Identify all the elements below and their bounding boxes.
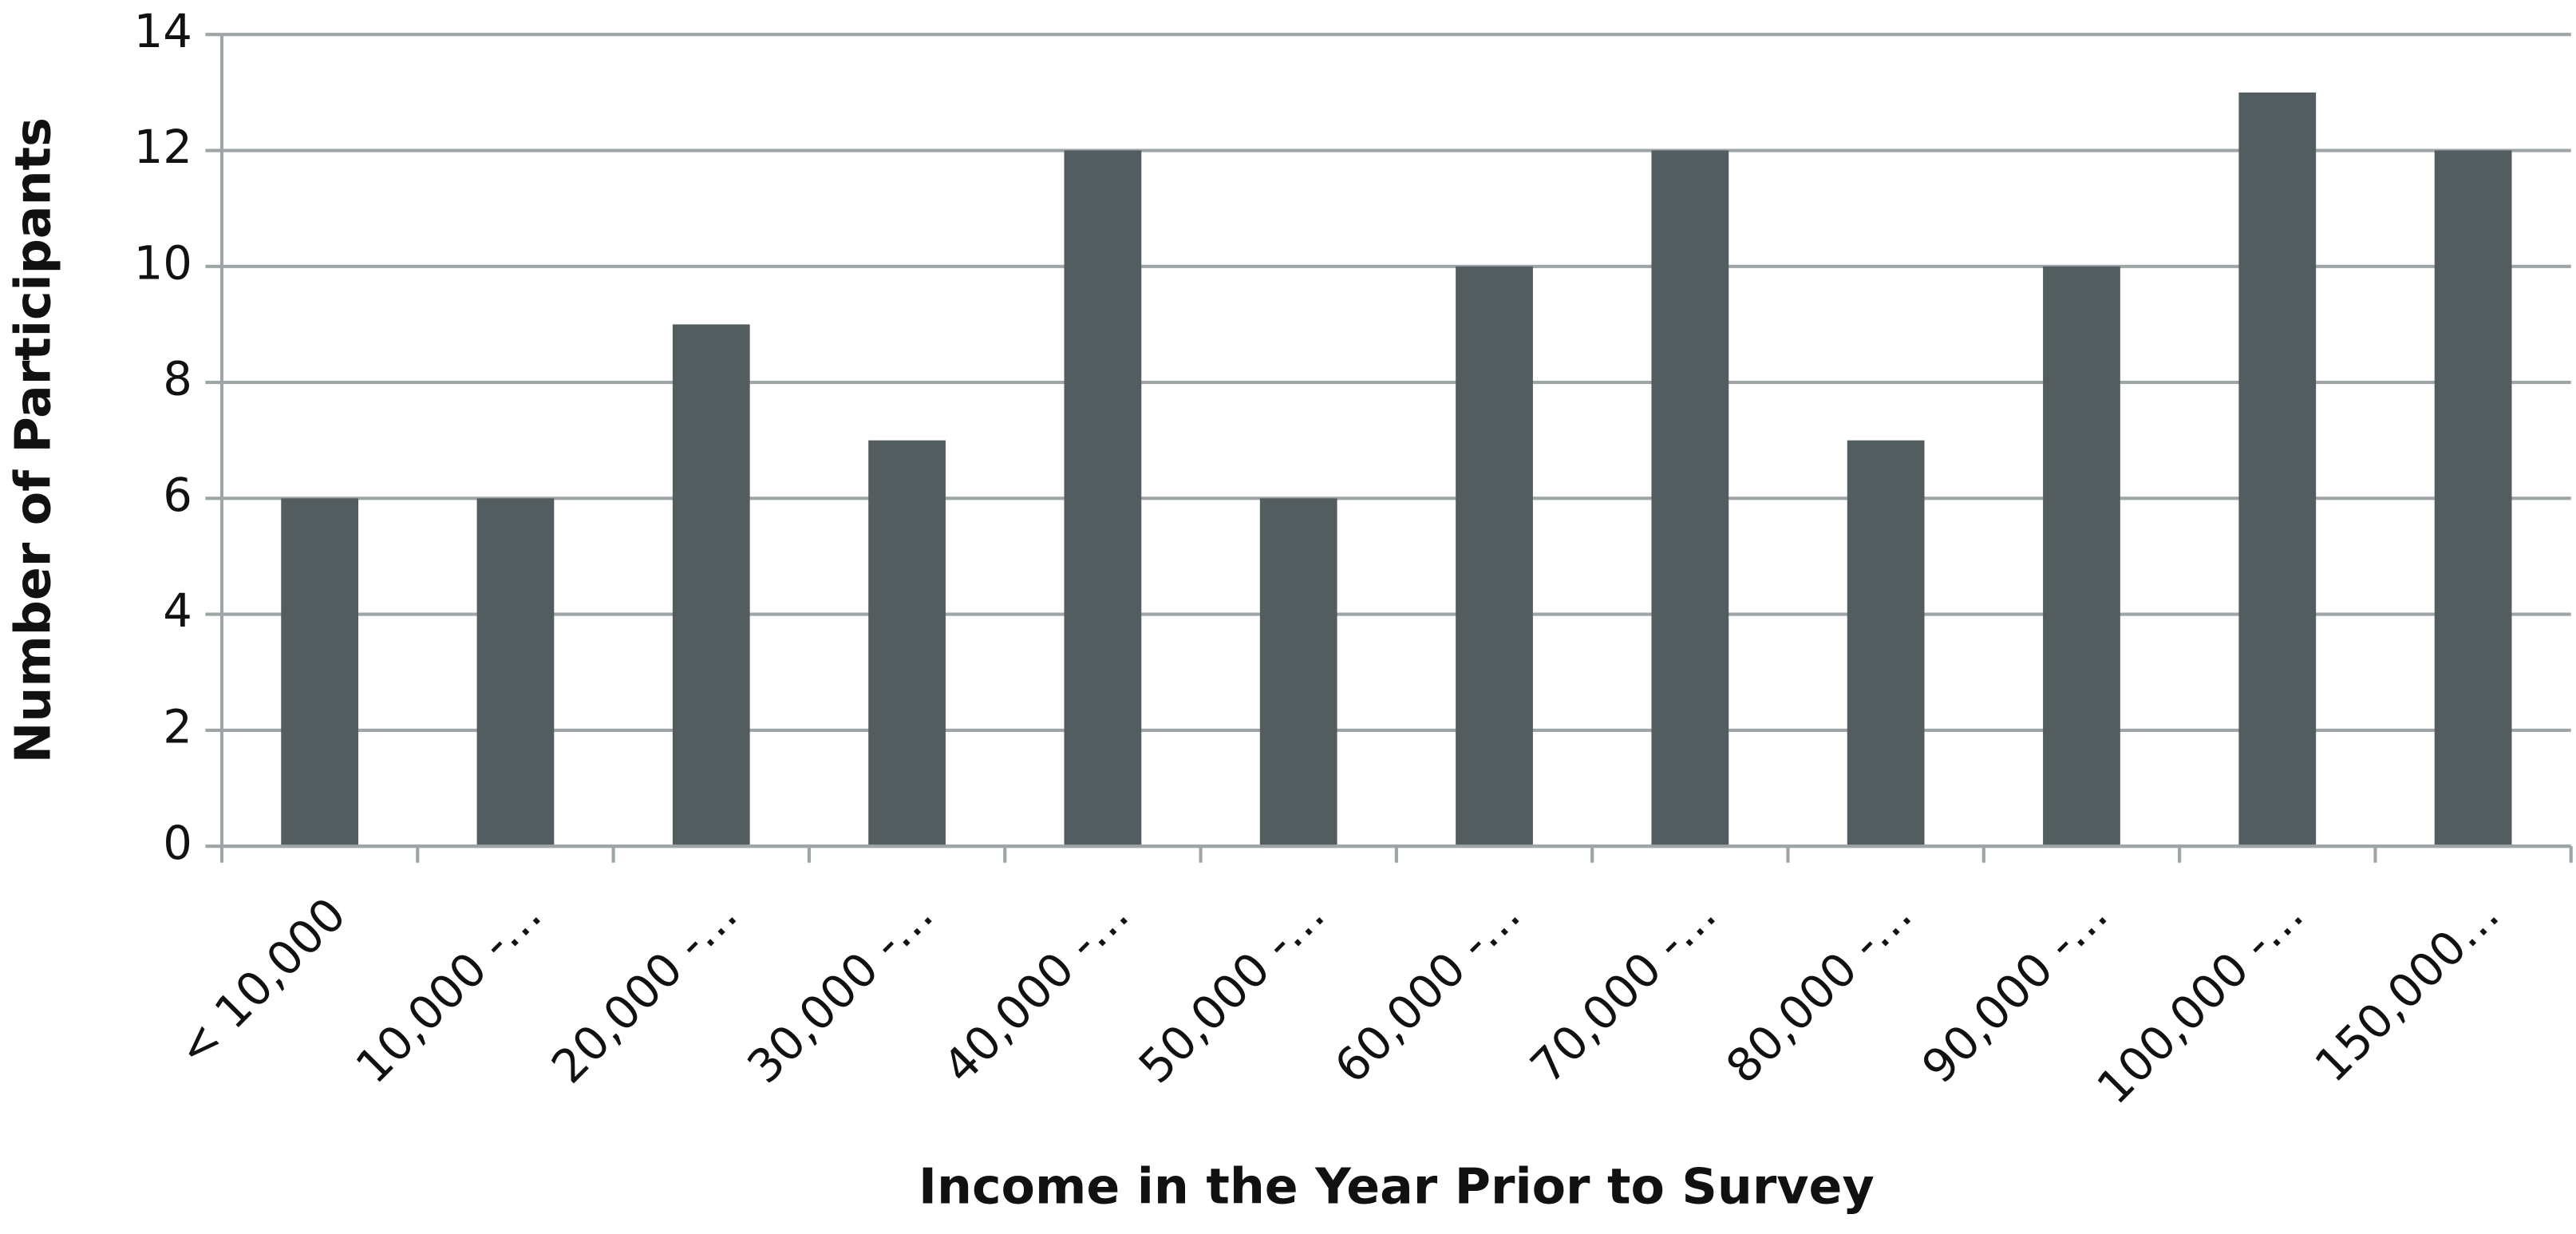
bar bbox=[2238, 92, 2317, 847]
y-tick-label: 10 bbox=[134, 235, 192, 290]
y-tick-label: 2 bbox=[163, 700, 192, 754]
bar bbox=[672, 324, 750, 847]
bar bbox=[1847, 440, 1925, 847]
bar bbox=[1064, 150, 1142, 847]
bar bbox=[2434, 150, 2512, 847]
y-axis-title: Number of Participants bbox=[4, 117, 61, 763]
y-tick-label: 6 bbox=[163, 468, 192, 522]
x-tick-label: 40,000 -… bbox=[932, 887, 1139, 1094]
x-tick-label: 100,000 -… bbox=[2086, 887, 2313, 1114]
bar bbox=[1456, 266, 1533, 847]
x-tick-label: < 10,000 bbox=[167, 887, 357, 1077]
x-tick-label: 90,000 -… bbox=[1911, 887, 2118, 1094]
bar bbox=[476, 498, 555, 847]
bar bbox=[2043, 266, 2120, 847]
x-tick-label: 30,000 -… bbox=[737, 887, 943, 1094]
x-tick-label: 20,000 -… bbox=[541, 887, 748, 1094]
bar bbox=[1651, 150, 1729, 847]
y-tick-label: 8 bbox=[163, 352, 192, 406]
x-tick-label: 80,000 -… bbox=[1716, 887, 1922, 1094]
bar bbox=[1259, 498, 1337, 847]
x-tick-label: 70,000 -… bbox=[1519, 887, 1726, 1094]
y-tick-label: 4 bbox=[163, 583, 192, 638]
x-tick-label: 60,000 -… bbox=[1324, 887, 1531, 1094]
x-axis-title: Income in the Year Prior to Survey bbox=[919, 1158, 1875, 1216]
x-tick-label: 50,000 -… bbox=[1128, 887, 1335, 1094]
y-tick-label: 14 bbox=[134, 4, 192, 58]
y-tick-label: 0 bbox=[163, 816, 192, 870]
bar bbox=[281, 498, 359, 847]
x-tick-label: 10,000 -… bbox=[346, 887, 552, 1094]
y-tick-label: 12 bbox=[134, 120, 192, 174]
x-tick-label: 150,000… bbox=[2304, 887, 2509, 1092]
bar bbox=[868, 440, 946, 847]
